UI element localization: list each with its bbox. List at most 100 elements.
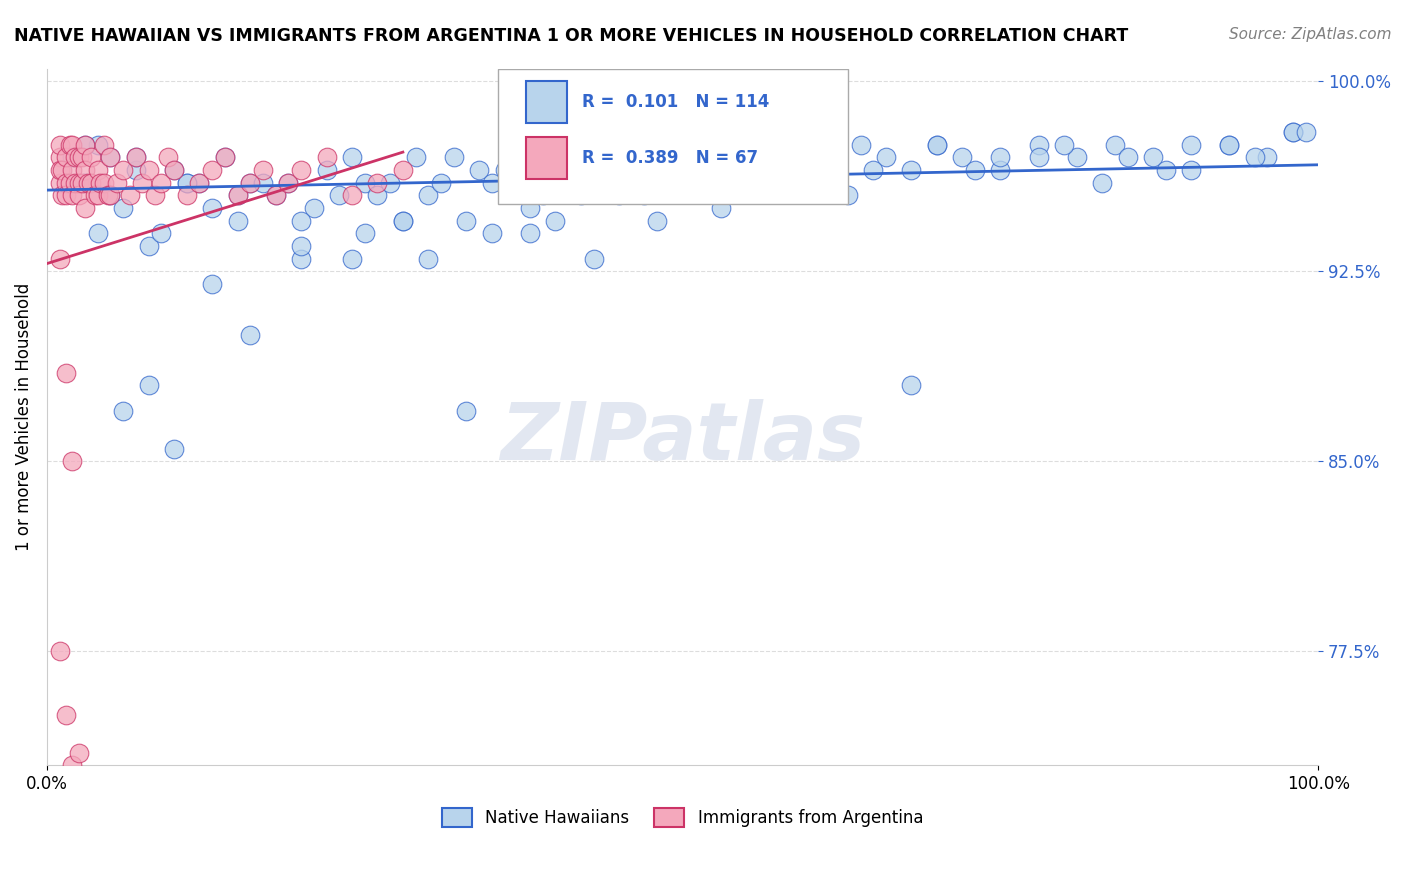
Point bbox=[67, 150, 90, 164]
Point bbox=[48, 162, 70, 177]
Point bbox=[105, 176, 128, 190]
Point bbox=[799, 150, 821, 164]
Point bbox=[697, 150, 720, 164]
Point bbox=[51, 188, 73, 202]
Point bbox=[131, 176, 153, 190]
Point bbox=[63, 176, 86, 190]
Point bbox=[290, 252, 312, 266]
Point bbox=[290, 239, 312, 253]
Point bbox=[188, 176, 211, 190]
Point bbox=[72, 176, 94, 190]
Text: R =  0.101   N = 114: R = 0.101 N = 114 bbox=[582, 93, 769, 111]
Point bbox=[1180, 137, 1202, 152]
Point bbox=[671, 176, 693, 190]
FancyBboxPatch shape bbox=[498, 69, 848, 204]
Point bbox=[201, 277, 224, 291]
Point bbox=[125, 150, 148, 164]
Point bbox=[582, 252, 605, 266]
Point bbox=[1116, 150, 1139, 164]
Point bbox=[201, 162, 224, 177]
Point bbox=[340, 188, 363, 202]
Point bbox=[1256, 150, 1278, 164]
Point bbox=[481, 226, 503, 240]
Point bbox=[1091, 176, 1114, 190]
Point bbox=[277, 176, 299, 190]
Point bbox=[1243, 150, 1265, 164]
Point bbox=[67, 176, 90, 190]
Point bbox=[138, 239, 160, 253]
Point bbox=[51, 162, 73, 177]
Point bbox=[55, 707, 77, 722]
Point bbox=[430, 176, 453, 190]
Point bbox=[138, 162, 160, 177]
Point bbox=[595, 176, 617, 190]
Point bbox=[239, 176, 262, 190]
Point bbox=[55, 150, 77, 164]
Point bbox=[60, 150, 83, 164]
Point bbox=[925, 137, 948, 152]
Point bbox=[748, 137, 770, 152]
Point bbox=[55, 188, 77, 202]
Text: NATIVE HAWAIIAN VS IMMIGRANTS FROM ARGENTINA 1 OR MORE VEHICLES IN HOUSEHOLD COR: NATIVE HAWAIIAN VS IMMIGRANTS FROM ARGEN… bbox=[14, 27, 1128, 45]
Point bbox=[925, 137, 948, 152]
Text: ZIPatlas: ZIPatlas bbox=[501, 399, 865, 476]
Point bbox=[264, 188, 287, 202]
Point bbox=[328, 188, 350, 202]
Point bbox=[239, 176, 262, 190]
Point bbox=[125, 162, 148, 177]
Point bbox=[80, 150, 103, 164]
Point bbox=[55, 176, 77, 190]
Point bbox=[176, 176, 198, 190]
Text: R =  0.389   N = 67: R = 0.389 N = 67 bbox=[582, 149, 758, 167]
Point bbox=[1142, 150, 1164, 164]
Point bbox=[239, 327, 262, 342]
Point bbox=[544, 162, 567, 177]
Point bbox=[773, 150, 796, 164]
Point bbox=[849, 137, 872, 152]
Point bbox=[735, 162, 758, 177]
Point bbox=[607, 162, 630, 177]
Point bbox=[582, 150, 605, 164]
Point bbox=[544, 213, 567, 227]
Point bbox=[392, 162, 415, 177]
Point bbox=[100, 188, 122, 202]
Point bbox=[443, 150, 465, 164]
Point bbox=[481, 176, 503, 190]
Point bbox=[340, 252, 363, 266]
Point bbox=[950, 150, 973, 164]
Point bbox=[118, 188, 141, 202]
Point bbox=[76, 176, 98, 190]
Point bbox=[353, 226, 375, 240]
Point bbox=[315, 162, 337, 177]
Point bbox=[963, 162, 986, 177]
Point bbox=[188, 176, 211, 190]
Point bbox=[710, 201, 733, 215]
Point bbox=[125, 150, 148, 164]
Point bbox=[468, 162, 491, 177]
Point bbox=[163, 162, 186, 177]
Point bbox=[48, 176, 70, 190]
Point bbox=[97, 188, 120, 202]
Legend: Native Hawaiians, Immigrants from Argentina: Native Hawaiians, Immigrants from Argent… bbox=[436, 801, 929, 833]
Point bbox=[658, 176, 681, 190]
Point bbox=[48, 137, 70, 152]
Point bbox=[378, 176, 401, 190]
Point bbox=[418, 188, 440, 202]
Point bbox=[875, 150, 897, 164]
Point bbox=[1028, 137, 1050, 152]
Point bbox=[456, 403, 478, 417]
Point bbox=[723, 176, 745, 190]
Point bbox=[862, 162, 884, 177]
Point bbox=[990, 162, 1012, 177]
Point bbox=[48, 644, 70, 658]
Point bbox=[519, 201, 541, 215]
Point bbox=[100, 188, 122, 202]
Point bbox=[93, 137, 115, 152]
Point bbox=[1180, 162, 1202, 177]
Point bbox=[100, 150, 122, 164]
Point bbox=[1282, 125, 1305, 139]
Point bbox=[226, 188, 249, 202]
Point bbox=[87, 162, 110, 177]
Point bbox=[63, 150, 86, 164]
Point bbox=[55, 366, 77, 380]
